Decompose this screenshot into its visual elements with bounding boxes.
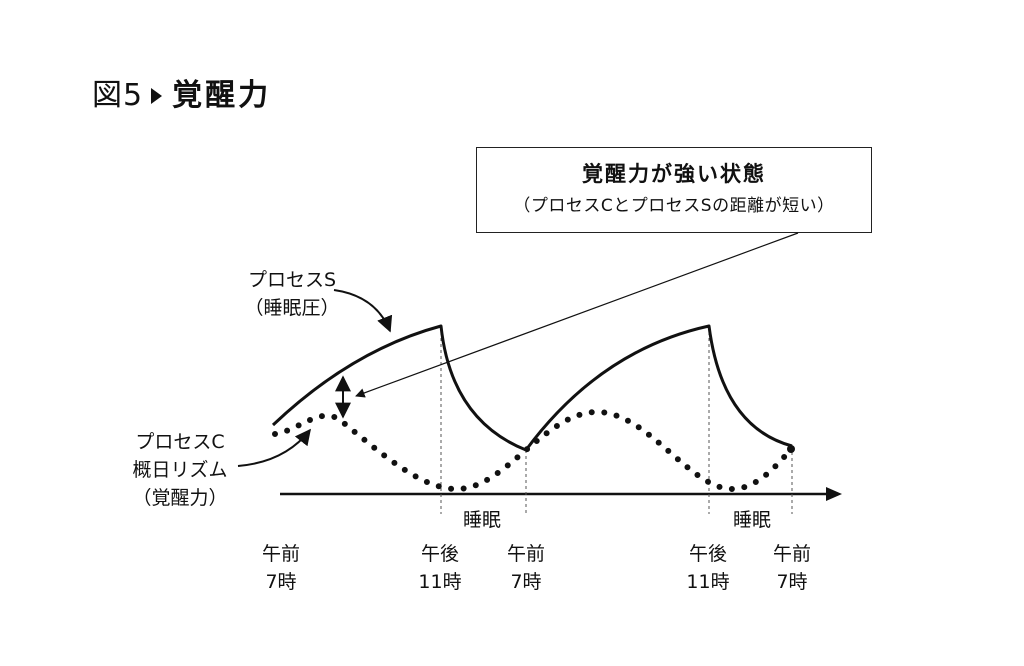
figure-title: 図5 覚醒力 bbox=[92, 76, 271, 116]
process-c-label: プロセスC 概日リズム （覚醒力） bbox=[118, 428, 242, 512]
process-s-leader-arrow bbox=[333, 289, 393, 333]
time-tick-5: 午前 7時 bbox=[757, 540, 827, 596]
process-c-label-name: プロセスC bbox=[135, 431, 225, 453]
process-c-label-note: （覚醒力） bbox=[132, 487, 228, 509]
time-tick-1-hour: 7時 bbox=[265, 571, 297, 593]
time-tick-5-hour: 7時 bbox=[776, 571, 808, 593]
figure-number: 図5 bbox=[92, 78, 144, 113]
process-c-label-desc: 概日リズム bbox=[132, 459, 228, 481]
time-tick-1-period: 午前 bbox=[261, 543, 300, 565]
time-tick-1: 午前 7時 bbox=[246, 540, 316, 596]
time-tick-5-period: 午前 bbox=[772, 543, 811, 565]
time-tick-4: 午後 11時 bbox=[673, 540, 743, 596]
process-c-end-dot bbox=[787, 445, 795, 453]
triangle-marker-icon bbox=[151, 88, 163, 104]
process-s-curve bbox=[271, 324, 793, 452]
callout-pointer bbox=[355, 232, 799, 398]
time-tick-3-hour: 7時 bbox=[510, 571, 542, 593]
callout-box: 覚醒力が強い状態 （プロセスCとプロセスSの距離が短い） bbox=[476, 147, 872, 233]
time-tick-2-period: 午後 bbox=[420, 543, 459, 565]
time-tick-3-period: 午前 bbox=[506, 543, 545, 565]
time-tick-2-hour: 11時 bbox=[418, 571, 462, 593]
time-tick-2: 午後 11時 bbox=[405, 540, 475, 596]
process-s-label: プロセスS （睡眠圧） bbox=[232, 266, 352, 322]
time-axis-arrowhead bbox=[826, 487, 842, 501]
process-s-label-desc: （睡眠圧） bbox=[244, 297, 340, 319]
process-c-leader-arrow bbox=[237, 428, 311, 467]
sleep-label-1: 睡眠 bbox=[462, 509, 501, 531]
figure-heading: 覚醒力 bbox=[172, 78, 272, 113]
callout-subtitle: （プロセスCとプロセスSの距離が短い） bbox=[513, 196, 835, 216]
time-tick-3: 午前 7時 bbox=[491, 540, 561, 596]
callout-title: 覚醒力が強い状態 bbox=[582, 162, 766, 186]
sleep-label-2: 睡眠 bbox=[732, 509, 771, 531]
process-s-label-name: プロセスS bbox=[247, 269, 337, 291]
process-c-curve bbox=[272, 408, 793, 493]
time-tick-4-period: 午後 bbox=[688, 543, 727, 565]
time-tick-4-hour: 11時 bbox=[686, 571, 730, 593]
